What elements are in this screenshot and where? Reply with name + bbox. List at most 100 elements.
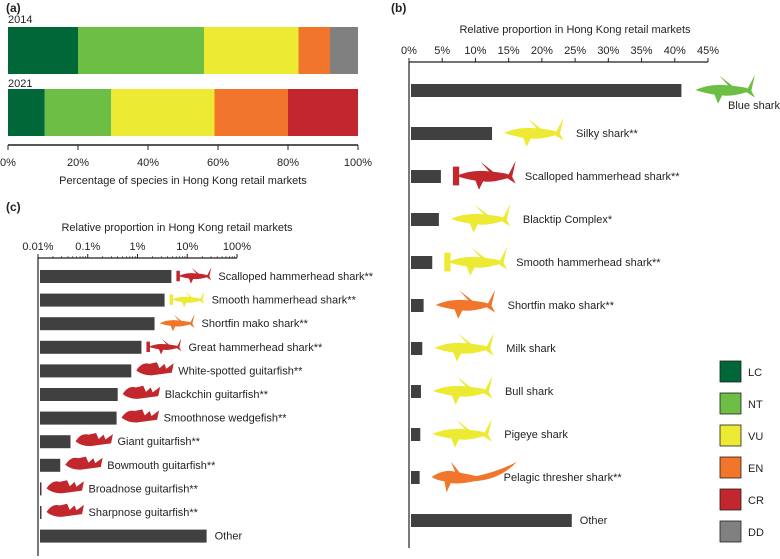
- x-tick-label: 0.01%: [22, 241, 53, 253]
- bowmouth-guitarfish-silhouette-icon: [65, 456, 103, 470]
- panel-b-bar-chart: (b) Relative proportion in Hong Kong ret…: [391, 1, 780, 548]
- x-tick-label: 0%: [401, 45, 417, 57]
- label-milk-shark: Milk shark: [506, 343, 556, 355]
- legend-swatch-en: [719, 456, 742, 479]
- blue-shark-silhouette-icon: [695, 74, 755, 104]
- legend-swatch-cr: [719, 488, 742, 511]
- bar-smooth-hammerhead-shark: [40, 293, 165, 307]
- panel-a-x-axis-title: Percentage of species in Hong Kong retai…: [59, 175, 307, 187]
- segment-2021-nt: [44, 89, 112, 136]
- bar-other: [411, 514, 572, 527]
- bar-sharpnose-guitarfish: [40, 506, 42, 519]
- sharpnose-guitarfish-silhouette-icon: [46, 503, 84, 517]
- bar-bowmouth-guitarfish: [40, 458, 61, 472]
- bar-pelagic-thresher-shark: [411, 471, 420, 484]
- shortfin-mako-shark-silhouette-icon: [159, 314, 195, 332]
- iucn-status-legend: LC NT VU EN CR DD: [719, 360, 764, 543]
- segment-2021-vu: [111, 89, 215, 136]
- shortfin-mako-shark-silhouette-icon: [435, 289, 496, 319]
- panel-b-label: (b): [391, 1, 406, 15]
- bar-blacktip-complex: [411, 213, 439, 226]
- panel-a-stacked-bar-chart: (a) 2014 2021 0% 20% 40% 60% 80% 100% Percent…: [0, 1, 372, 187]
- legend-label-dd: DD: [748, 527, 764, 539]
- label-smoothnose-wedgefish: Smoothnose wedgefish**: [164, 413, 288, 425]
- label-blacktip-complex: Blacktip Complex*: [523, 214, 613, 226]
- segment-2014-en: [298, 27, 330, 74]
- bar-blackchin-guitarfish: [40, 388, 118, 401]
- x-tick-label: 0.1%: [75, 241, 100, 253]
- label-pelagic-thresher-shark: Pelagic thresher shark**: [504, 472, 623, 484]
- smooth-hammerhead-shark-silhouette-icon: [444, 246, 508, 276]
- legend-label-vu: VU: [748, 431, 763, 443]
- x-tick-label: 40%: [137, 157, 159, 169]
- year-label-2014: 2014: [8, 14, 32, 26]
- bar-blue-shark: [411, 84, 682, 97]
- label-blackchin-guitarfish: Blackchin guitarfish**: [165, 389, 269, 401]
- label-giant-guitarfish: Giant guitarfish**: [117, 436, 200, 448]
- label-great-hammerhead-shark: Great hammerhead shark**: [188, 342, 323, 354]
- x-tick-label: 40%: [664, 45, 686, 57]
- bar-giant-guitarfish: [40, 435, 71, 449]
- x-tick-label: 60%: [207, 157, 229, 169]
- label-other: Other: [580, 515, 608, 527]
- panel-c-axis-title: Relative proportion in Hong Kong retail …: [61, 222, 293, 234]
- label-smooth-hammerhead-shark: Smooth hammerhead shark**: [516, 257, 661, 269]
- label-smooth-hammerhead-shark: Smooth hammerhead shark**: [212, 295, 357, 307]
- legend-swatch-vu: [719, 424, 742, 447]
- legend-label-nt: NT: [748, 399, 763, 411]
- x-tick-label: 20%: [531, 45, 553, 57]
- white-spotted-guitarfish-silhouette-icon: [136, 362, 174, 376]
- bar-shortfin-mako-shark: [411, 299, 424, 312]
- panel-b-x-axis: 0% 5% 10% 15% 20% 25% 30% 35% 40% 45%: [401, 45, 719, 548]
- segment-2014-lc: [8, 27, 78, 74]
- panel-a-label: (a): [6, 1, 21, 15]
- bar-other: [40, 529, 207, 543]
- x-tick-label: 10%: [176, 241, 198, 253]
- silky-shark-silhouette-icon: [504, 117, 564, 147]
- label-blue-shark: Blue shark: [728, 100, 780, 112]
- bar-white-spotted-guitarfish: [40, 364, 132, 378]
- segment-2021-en: [214, 89, 288, 136]
- panel-b-axis-title: Relative proportion in Hong Kong retail …: [459, 24, 691, 36]
- panel-a-x-axis: 0% 20% 40% 60% 80% 100%: [0, 144, 372, 169]
- bar-scalloped-hammerhead-shark: [40, 270, 172, 283]
- pelagic-thresher-shark-silhouette-icon: [431, 461, 518, 493]
- x-tick-label: 1%: [130, 241, 146, 253]
- segment-2021-cr: [288, 89, 358, 136]
- smooth-hammerhead-shark-silhouette-icon: [169, 291, 205, 308]
- segment-2014-nt: [78, 27, 204, 74]
- bar-bull-shark: [411, 385, 421, 398]
- bar-milk-shark: [411, 342, 423, 355]
- panel-c-log-bar-chart: (c) Relative proportion in Hong Kong ret…: [6, 200, 374, 556]
- broadnose-guitarfish-silhouette-icon: [46, 480, 84, 494]
- x-tick-label: 15%: [498, 45, 520, 57]
- smoothnose-wedgefish-silhouette-icon: [121, 409, 160, 423]
- stacked-segments: [8, 27, 358, 136]
- label-silky-shark: Silky shark**: [576, 128, 638, 140]
- label-other: Other: [215, 531, 243, 543]
- label-shortfin-mako-shark: Shortfin mako shark**: [508, 300, 615, 312]
- x-tick-label: 20%: [67, 157, 89, 169]
- year-label-2021: 2021: [8, 78, 32, 90]
- legend-label-en: EN: [748, 463, 763, 475]
- panel-c-label: (c): [6, 200, 21, 214]
- panel-c-x-axis: 0.01% 0.1% 1% 10% 100%: [22, 241, 251, 556]
- x-tick-label: 80%: [277, 157, 299, 169]
- label-sharpnose-guitarfish: Sharpnose guitarfish**: [89, 507, 199, 519]
- bar-scalloped-hammerhead-shark: [411, 170, 441, 183]
- label-white-spotted-guitarfish: White-spotted guitarfish**: [178, 365, 303, 377]
- label-shortfin-mako-shark: Shortfin mako shark**: [202, 318, 309, 330]
- x-tick-label: 100%: [223, 241, 251, 253]
- legend-swatch-lc: [719, 360, 742, 383]
- x-tick-label: 45%: [697, 45, 719, 57]
- blacktip-complex-silhouette-icon: [450, 203, 511, 233]
- pigeye-shark-silhouette-icon: [432, 418, 492, 448]
- bar-silky-shark: [411, 127, 493, 140]
- bull-shark-silhouette-icon: [432, 375, 493, 405]
- segment-2014-vu: [204, 27, 299, 74]
- label-bull-shark: Bull shark: [505, 386, 554, 398]
- label-broadnose-guitarfish: Broadnose guitarfish**: [89, 483, 199, 495]
- bar-broadnose-guitarfish: [40, 482, 42, 496]
- giant-guitarfish-silhouette-icon: [75, 433, 113, 447]
